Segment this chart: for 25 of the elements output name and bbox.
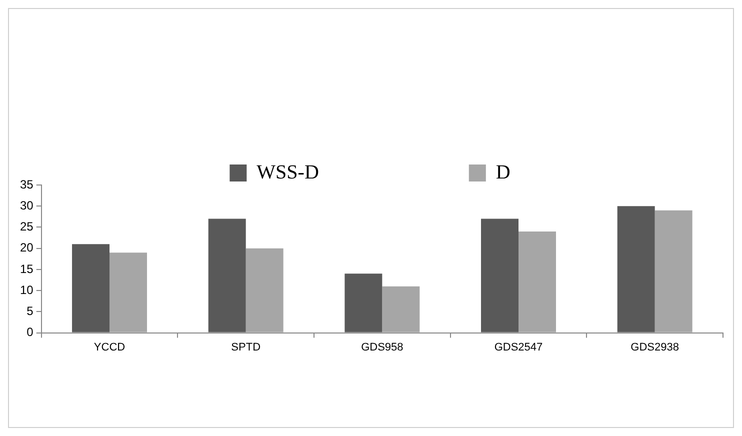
bar	[654, 210, 692, 332]
bar	[344, 274, 382, 332]
legend-label: D	[496, 161, 510, 184]
y-tick-label: 5	[26, 304, 34, 318]
bar	[518, 231, 556, 332]
bar	[72, 244, 110, 332]
y-tick-label: 15	[20, 262, 34, 276]
x-tick-label: GDS2938	[630, 341, 679, 354]
y-tick-label: 35	[20, 177, 34, 192]
y-tick-label: 30	[20, 198, 34, 212]
bar	[481, 218, 519, 332]
bar	[110, 252, 148, 332]
bar	[382, 286, 420, 332]
bar	[246, 248, 284, 332]
bar	[617, 206, 655, 332]
y-tick-label: 20	[20, 240, 34, 255]
y-tick-label: 0	[26, 325, 34, 340]
x-tick-label: SPTD	[231, 341, 261, 354]
x-tick-label: GDS2547	[494, 341, 543, 354]
y-tick-label: 25	[20, 220, 34, 234]
x-tick-label: YCCD	[94, 341, 126, 354]
x-tick-label: GDS958	[361, 341, 404, 354]
y-tick-label: 10	[20, 282, 34, 297]
bar	[208, 218, 246, 332]
legend-label: WSS-D	[256, 161, 319, 184]
